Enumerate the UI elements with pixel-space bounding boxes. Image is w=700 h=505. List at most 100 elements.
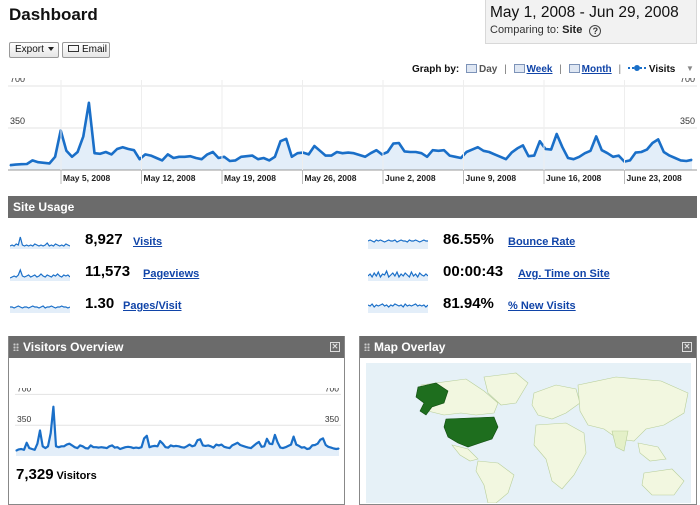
data-point bbox=[93, 152, 96, 154]
data-point bbox=[210, 445, 212, 447]
map-overlay-header[interactable]: Map Overlay ✕ bbox=[360, 336, 696, 358]
visitors-overview-title: Visitors Overview bbox=[23, 340, 124, 354]
comparing-label: Comparing to: bbox=[490, 24, 560, 36]
visitors-unit: Visitors bbox=[56, 470, 97, 482]
data-point bbox=[375, 149, 377, 151]
export-button[interactable]: Export bbox=[9, 42, 59, 58]
drag-handle-icon[interactable] bbox=[13, 343, 19, 351]
sparkline-line bbox=[368, 303, 428, 308]
data-point bbox=[635, 152, 637, 154]
data-point bbox=[268, 159, 270, 161]
date-range-text[interactable]: May 1, 2008 - Jun 29, 2008 bbox=[490, 4, 679, 21]
visits-line-chart[interactable]: 700 700 350 350 May 5, 2008 May 12, 2008 May 1… bbox=[8, 78, 697, 186]
data-point bbox=[398, 142, 400, 144]
data-point bbox=[449, 155, 451, 157]
data-point bbox=[90, 444, 92, 446]
data-point bbox=[234, 159, 237, 161]
data-point bbox=[231, 444, 233, 446]
y-tick-label-right: 350 bbox=[680, 116, 695, 126]
export-label: Export bbox=[15, 44, 44, 55]
data-point bbox=[116, 446, 118, 448]
avg-time-link[interactable]: Avg. Time on Site bbox=[518, 268, 610, 280]
data-point bbox=[135, 447, 137, 449]
data-point bbox=[178, 445, 180, 447]
data-point bbox=[432, 149, 434, 151]
data-point bbox=[511, 152, 513, 154]
data-point bbox=[460, 157, 462, 159]
data-point bbox=[522, 144, 524, 146]
question-circle-icon[interactable]: ? bbox=[589, 25, 602, 37]
data-point bbox=[601, 149, 603, 151]
data-point bbox=[327, 446, 329, 448]
data-point bbox=[218, 444, 220, 446]
data-point bbox=[303, 446, 305, 448]
data-point bbox=[226, 447, 228, 449]
date-range-picker[interactable]: May 1, 2008 - Jun 29, 2008 Comparing to:… bbox=[485, 0, 697, 44]
data-point bbox=[274, 156, 276, 158]
data-point bbox=[167, 447, 169, 449]
map-overlay-title: Map Overlay bbox=[374, 340, 446, 354]
bounce-rate-link[interactable]: Bounce Rate bbox=[508, 236, 576, 248]
email-button[interactable]: Email bbox=[62, 42, 110, 58]
data-point bbox=[82, 445, 84, 447]
data-point bbox=[242, 445, 244, 447]
visits-link[interactable]: Visits bbox=[133, 236, 163, 248]
map-africa bbox=[533, 422, 587, 490]
calendar-week-icon bbox=[513, 64, 525, 73]
graph-by-week[interactable]: Week bbox=[513, 64, 553, 75]
graph-by-day[interactable]: Day bbox=[466, 64, 497, 75]
data-point bbox=[657, 138, 659, 140]
sparkline-line bbox=[10, 236, 70, 247]
data-point bbox=[82, 135, 84, 137]
graph-metric-selector[interactable]: Visits bbox=[627, 64, 675, 75]
data-point bbox=[674, 157, 676, 159]
data-point bbox=[277, 441, 279, 443]
visitors-overview-panel: Visitors Overview ✕ 700 700 350 350 7,329 Vi… bbox=[8, 336, 345, 505]
data-point bbox=[114, 447, 116, 449]
visitors-line-chart[interactable]: 700 700 350 350 bbox=[15, 388, 341, 460]
data-point bbox=[172, 157, 175, 159]
data-point bbox=[184, 156, 186, 158]
data-point bbox=[34, 449, 36, 451]
data-point bbox=[139, 158, 141, 160]
comparing-value[interactable]: Site bbox=[562, 24, 583, 36]
data-point bbox=[154, 445, 156, 447]
new-visits-link[interactable]: % New Visits bbox=[508, 300, 576, 312]
pages-per-visit-sparkline bbox=[10, 305, 70, 313]
data-point bbox=[196, 439, 199, 441]
graph-by-month[interactable]: Month bbox=[568, 64, 612, 75]
map-india bbox=[611, 430, 629, 452]
data-point bbox=[309, 447, 311, 450]
calendar-day-icon bbox=[466, 64, 478, 73]
world-map[interactable] bbox=[366, 363, 691, 503]
data-point bbox=[60, 445, 63, 447]
bounce-rate-value: 86.55% bbox=[443, 231, 494, 248]
data-point bbox=[251, 155, 253, 157]
data-point bbox=[31, 159, 34, 161]
visitors-overview-header[interactable]: Visitors Overview ✕ bbox=[9, 336, 344, 358]
data-point bbox=[494, 153, 496, 155]
bounce-rate-sparkline bbox=[368, 239, 428, 249]
series-area bbox=[10, 102, 692, 170]
data-point bbox=[212, 447, 215, 449]
close-icon[interactable]: ✕ bbox=[682, 342, 692, 352]
close-icon[interactable]: ✕ bbox=[330, 342, 340, 352]
data-point bbox=[578, 156, 580, 158]
pageviews-link[interactable]: Pageviews bbox=[143, 268, 200, 280]
data-point bbox=[84, 447, 86, 449]
data-point bbox=[263, 445, 265, 447]
data-point bbox=[420, 152, 423, 154]
data-point bbox=[65, 150, 67, 152]
data-point bbox=[550, 149, 552, 151]
data-point bbox=[279, 447, 281, 449]
metric-dropdown-arrow-icon[interactable]: ▼ bbox=[686, 64, 694, 73]
pages-per-visit-link[interactable]: Pages/Visit bbox=[123, 300, 182, 312]
data-point bbox=[105, 151, 107, 153]
data-point bbox=[42, 445, 44, 447]
y-tick-label-left: 700 bbox=[17, 388, 31, 393]
map-greenland bbox=[483, 372, 529, 406]
data-point bbox=[319, 439, 321, 441]
drag-handle-icon[interactable] bbox=[364, 343, 370, 351]
data-point bbox=[295, 444, 297, 446]
data-point bbox=[556, 133, 558, 135]
